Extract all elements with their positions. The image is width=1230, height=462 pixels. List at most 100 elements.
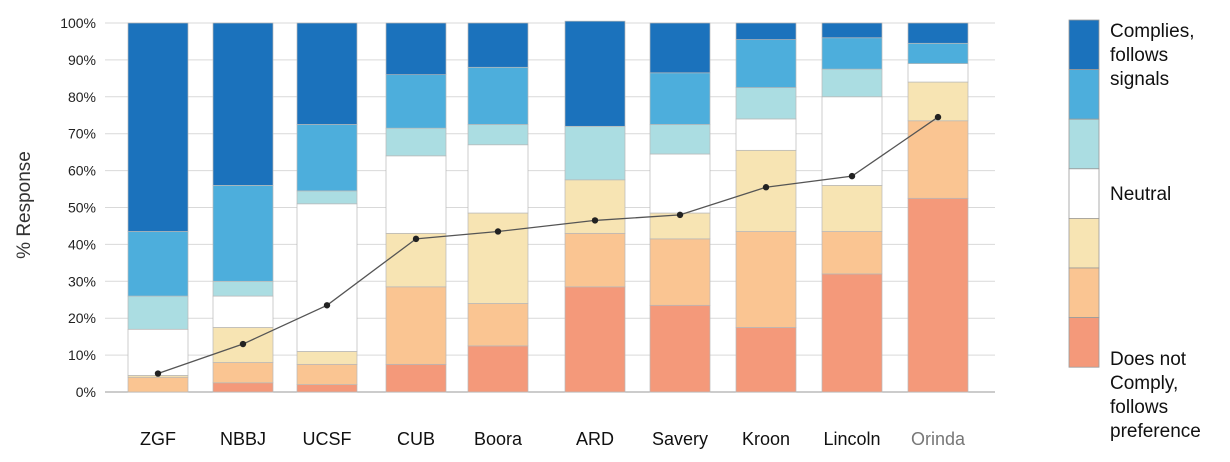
bar-segment — [385, 232, 447, 288]
bar-segment — [296, 351, 358, 365]
trend-line — [154, 113, 942, 377]
bar-segment — [907, 197, 969, 393]
bar-segment — [467, 22, 529, 68]
bar-segment — [212, 382, 274, 393]
legend-swatch — [1068, 267, 1100, 318]
bar-segment — [212, 280, 274, 297]
bar-segment — [907, 22, 969, 44]
legend-label: preference — [1110, 421, 1201, 442]
x-category-label: ZGF — [140, 429, 176, 449]
bar-segment — [127, 22, 189, 232]
bar-segment — [821, 22, 883, 39]
bar-segment — [296, 124, 358, 192]
bar-segment — [127, 328, 189, 376]
y-tick-label: 100% — [60, 15, 96, 31]
legend-label: follows — [1110, 45, 1168, 66]
bar-segment — [907, 120, 969, 199]
bar-segment — [821, 96, 883, 186]
y-tick-label: 20% — [68, 310, 96, 326]
y-tick-label: 40% — [68, 236, 96, 252]
trend-point — [676, 211, 684, 219]
bar-segment — [296, 190, 358, 205]
bar-segment — [564, 125, 626, 181]
bar-segment — [564, 179, 626, 234]
trend-point — [239, 340, 247, 348]
bar-segment — [735, 327, 797, 393]
bar-segment — [467, 303, 529, 347]
bar-segment — [564, 286, 626, 393]
legend-label: follows — [1110, 397, 1168, 418]
bar-segment — [127, 231, 189, 297]
bar-segment — [467, 124, 529, 146]
bar-segment — [385, 155, 447, 234]
bar-stack-kroon — [735, 22, 797, 393]
bar-segment — [907, 42, 969, 64]
bar-segment — [467, 144, 529, 214]
bar-segment — [735, 87, 797, 120]
bar-stack-cub — [385, 22, 447, 393]
bar-stack-savery — [649, 22, 711, 393]
bar-segment — [821, 231, 883, 275]
bar-segment — [564, 232, 626, 288]
x-category-label: UCSF — [303, 429, 352, 449]
legend-label: Does not — [1110, 349, 1187, 370]
y-tick-label: 70% — [68, 126, 96, 142]
trend-point — [591, 217, 599, 224]
legend-swatch — [1068, 19, 1100, 70]
bar-segment — [296, 363, 358, 385]
legend: Complies, follows signals Neutral Does not Co… — [1068, 19, 1201, 442]
bar-segment — [649, 22, 711, 74]
bar-segment — [296, 203, 358, 352]
bar-segment — [385, 22, 447, 76]
y-axis-tick-labels: 0% 10% 20% 30% 40% 50% 60% 70% 80% 90% 100% — [60, 15, 96, 400]
bar-stack-orinda — [907, 22, 969, 393]
bar-segment — [735, 39, 797, 88]
bar-segment — [649, 153, 711, 214]
bar-segment — [735, 118, 797, 151]
trend-point — [934, 113, 942, 121]
y-tick-label: 30% — [68, 273, 96, 289]
bar-segment — [907, 63, 969, 83]
legend-label: Complies, — [1110, 21, 1194, 42]
x-category-label: Orinda — [911, 429, 966, 449]
bar-segment — [212, 295, 274, 328]
trend-line-path — [157, 116, 939, 375]
y-tick-label: 80% — [68, 89, 96, 105]
x-category-label: NBBJ — [220, 429, 266, 449]
legend-swatch — [1068, 168, 1100, 219]
bar-segment — [735, 22, 797, 40]
bar-stack-nbbj — [212, 22, 274, 393]
trend-point — [323, 302, 331, 309]
bar-segment — [212, 22, 274, 186]
bar-segment — [649, 72, 711, 125]
x-category-label: CUB — [397, 429, 435, 449]
bar-stack-ard — [564, 20, 626, 393]
y-tick-label: 10% — [68, 347, 96, 363]
bar-stack-lincoln — [821, 22, 883, 393]
x-category-label: Savery — [652, 429, 708, 449]
bar-segment — [212, 185, 274, 282]
bar-segment — [821, 185, 883, 232]
bar-segment — [296, 384, 358, 393]
trend-point — [412, 235, 420, 243]
bar-segment — [735, 231, 797, 328]
x-axis-category-labels: ZGF NBBJ UCSF CUB Boora ARD Savery Kroon Lincoln… — [140, 429, 966, 449]
y-tick-label: 0% — [76, 384, 96, 400]
legend-swatch — [1068, 69, 1100, 120]
bar-segment — [649, 238, 711, 306]
legend-swatch — [1068, 317, 1100, 368]
legend-label: Neutral — [1110, 184, 1171, 205]
x-category-label: Boora — [474, 429, 523, 449]
bar-stack-zgf — [127, 22, 189, 393]
bar-segment — [385, 127, 447, 157]
bar-stacks — [127, 20, 969, 393]
legend-swatch — [1068, 217, 1100, 269]
bar-stack-ucsf — [296, 22, 358, 393]
x-category-label: Kroon — [742, 429, 790, 449]
y-tick-label: 50% — [68, 200, 96, 216]
bar-segment — [735, 149, 797, 232]
bar-segment — [564, 20, 626, 127]
trend-point — [762, 184, 770, 191]
bar-segment — [385, 74, 447, 129]
